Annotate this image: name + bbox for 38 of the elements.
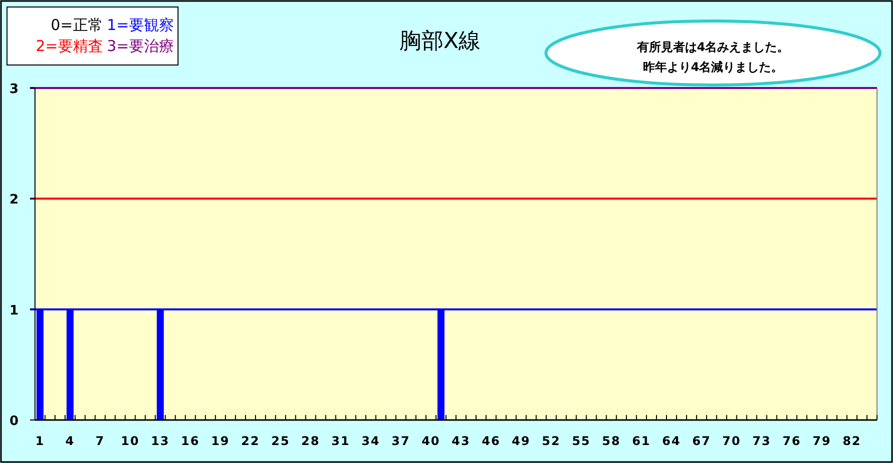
x-tick-label: 28 bbox=[301, 434, 320, 448]
x-tick-label: 34 bbox=[361, 434, 380, 448]
x-tick-label: 70 bbox=[722, 434, 742, 448]
x-tick-label: 67 bbox=[692, 434, 711, 448]
y-tick-label: 0 bbox=[9, 414, 19, 429]
y-tick-label: 2 bbox=[9, 192, 19, 208]
x-tick-label: 52 bbox=[542, 434, 561, 448]
key-box: 0=正常 1=要観察 2=要精査 3=要治療 bbox=[6, 6, 178, 66]
y-tick-label: 1 bbox=[9, 303, 19, 318]
x-tick-label: 10 bbox=[120, 434, 140, 448]
y-tick-label: 3 bbox=[9, 82, 19, 97]
x-tick-label: 19 bbox=[211, 434, 230, 448]
x-tick-label: 61 bbox=[632, 434, 651, 448]
x-tick-label: 37 bbox=[392, 434, 410, 448]
x-tick-label: 43 bbox=[452, 434, 470, 448]
x-tick-label: 73 bbox=[752, 434, 772, 448]
x-tick-label: 46 bbox=[482, 434, 500, 448]
x-tick-label: 22 bbox=[241, 434, 260, 448]
x-tick-label: 4 bbox=[65, 434, 75, 448]
x-tick-label: 16 bbox=[181, 434, 200, 448]
ref-line-label: 1=要観察 bbox=[106, 16, 174, 34]
x-tick-label: 13 bbox=[150, 434, 170, 448]
ref-line-label: 2=要精査 bbox=[36, 37, 103, 55]
x-tick-label: 7 bbox=[95, 434, 105, 448]
x-tick-label: 76 bbox=[782, 434, 802, 448]
x-tick-label: 64 bbox=[662, 434, 681, 448]
x-tick-label: 40 bbox=[422, 434, 440, 448]
chart-title: 胸部X線 bbox=[399, 29, 481, 54]
x-tick-label: 31 bbox=[331, 434, 350, 448]
x-tick-label: 25 bbox=[271, 434, 290, 448]
callout-ellipse: 有所見者は4名みえました。 昨年より4名減りました。 bbox=[544, 20, 882, 86]
x-tick-label: 1 bbox=[35, 434, 45, 448]
ref-line-label: 3=要治療 bbox=[106, 37, 174, 55]
x-tick-label: 58 bbox=[602, 434, 621, 448]
x-tick-label: 49 bbox=[512, 434, 531, 448]
x-tick-label: 55 bbox=[572, 434, 591, 448]
x-tick-label: 82 bbox=[842, 434, 862, 448]
x-tick-label: 79 bbox=[812, 434, 832, 448]
